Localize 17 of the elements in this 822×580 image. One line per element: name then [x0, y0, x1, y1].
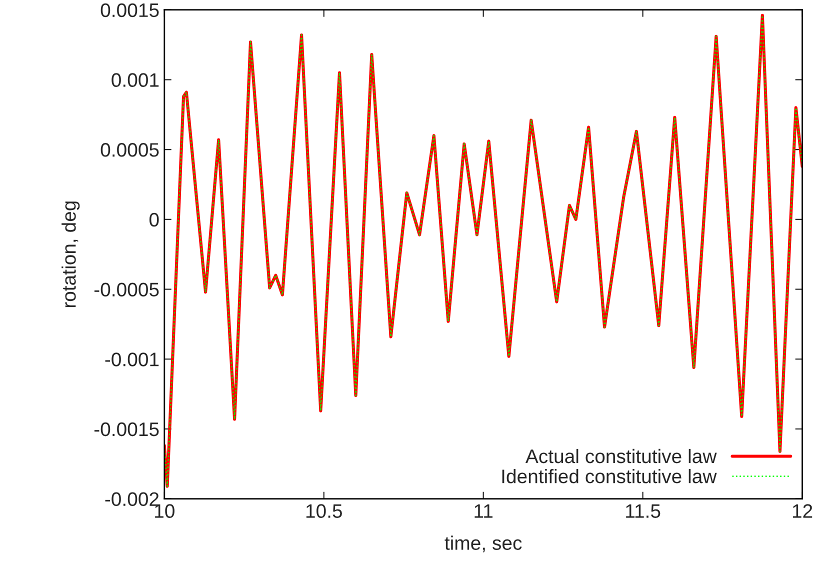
x-tick-label: 10.5 — [306, 504, 342, 518]
y-tick-label: 0.0005 — [100, 143, 159, 157]
legend-label: Identified constitutive law — [502, 469, 717, 484]
y-tick-label: 0 — [149, 212, 159, 227]
x-tick-label: 11.5 — [626, 504, 660, 518]
y-tick-label: 0.001 — [112, 73, 159, 87]
x-tick-label: 12 — [792, 504, 812, 518]
x-tick-label: 11 — [474, 504, 492, 518]
y-tick-label: -0.0015 — [94, 422, 159, 436]
y-tick-label: 0.0015 — [100, 3, 159, 18]
y-tick-label: -0.0005 — [94, 282, 159, 296]
y-tick-label: -0.001 — [105, 352, 159, 366]
x-axis-title: time, sec — [444, 536, 522, 552]
x-tick-label: 10 — [155, 504, 174, 518]
y-axis-title: rotation, deg — [62, 202, 80, 308]
y-tick-label: -0.002 — [105, 492, 159, 506]
legend-label: Actual constitutive law — [525, 448, 717, 464]
